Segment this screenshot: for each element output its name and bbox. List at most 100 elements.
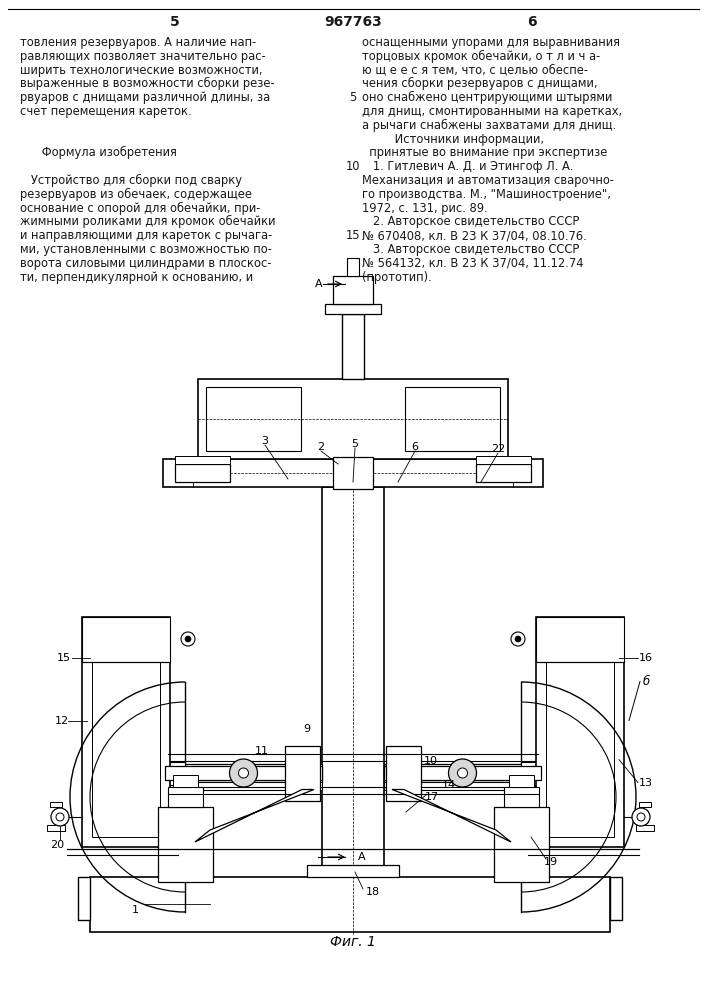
Text: 6: 6 xyxy=(527,15,537,29)
Text: 11: 11 xyxy=(255,746,269,756)
Circle shape xyxy=(238,768,248,778)
Text: го производства. М., "Машиностроение",: го производства. М., "Машиностроение", xyxy=(362,188,611,201)
Bar xyxy=(476,456,531,464)
Bar xyxy=(307,865,399,877)
Text: № 564132, кл. В 23 К 37/04, 11.12.74: № 564132, кл. В 23 К 37/04, 11.12.74 xyxy=(362,257,583,270)
Bar xyxy=(386,746,421,800)
Circle shape xyxy=(56,813,64,821)
Bar xyxy=(536,617,624,847)
Bar xyxy=(50,802,62,807)
Text: торцовых кромок обечайки, о т л и ч а-: торцовых кромок обечайки, о т л и ч а- xyxy=(362,50,600,63)
Bar xyxy=(476,464,531,482)
Text: A: A xyxy=(358,852,366,862)
Bar xyxy=(639,802,651,807)
Bar xyxy=(285,746,320,800)
Text: оснащенными упорами для выравнивания: оснащенными упорами для выравнивания xyxy=(362,36,620,49)
Text: 18: 18 xyxy=(366,887,380,897)
Text: 2: 2 xyxy=(317,442,325,452)
Text: счет перемещения кареток.: счет перемещения кареток. xyxy=(20,105,192,118)
Bar xyxy=(503,787,539,807)
Text: A: A xyxy=(315,279,323,289)
Text: 14: 14 xyxy=(442,780,456,790)
Circle shape xyxy=(511,632,525,646)
Text: чения сборки резервуаров с днищами,: чения сборки резервуаров с днищами, xyxy=(362,77,597,90)
Text: 12: 12 xyxy=(55,716,69,726)
Circle shape xyxy=(51,808,69,826)
Bar xyxy=(92,662,160,837)
Bar xyxy=(347,258,359,276)
Circle shape xyxy=(185,636,191,642)
Text: Источники информации,: Источники информации, xyxy=(362,133,544,146)
Text: ти, перпендикулярной к основанию, и: ти, перпендикулярной к основанию, и xyxy=(20,271,253,284)
Text: 16: 16 xyxy=(639,653,653,663)
Text: товления резервуаров. А наличие нап-: товления резервуаров. А наличие нап- xyxy=(20,36,256,49)
Bar xyxy=(90,877,610,932)
Bar xyxy=(384,766,541,780)
Text: № 670408, кл. В 23 К 37/04, 08.10.76.: № 670408, кл. В 23 К 37/04, 08.10.76. xyxy=(362,229,587,242)
Polygon shape xyxy=(392,790,511,842)
Circle shape xyxy=(448,759,477,787)
Bar xyxy=(636,825,654,831)
Text: 9: 9 xyxy=(303,724,310,734)
Text: 5: 5 xyxy=(349,91,357,104)
Text: 20: 20 xyxy=(50,840,64,850)
Bar xyxy=(493,807,549,882)
Bar xyxy=(82,617,170,847)
Text: основание с опорой для обечайки, при-: основание с опорой для обечайки, при- xyxy=(20,202,260,215)
Text: Устройство для сборки под сварку: Устройство для сборки под сварку xyxy=(20,174,242,187)
Text: 15: 15 xyxy=(346,229,361,242)
Bar xyxy=(47,825,65,831)
Bar xyxy=(198,379,508,459)
Text: и направляющими для кареток с рычага-: и направляющими для кареток с рычага- xyxy=(20,229,272,242)
Circle shape xyxy=(515,636,521,642)
Text: Механизация и автоматизация сварочно-: Механизация и автоматизация сварочно- xyxy=(362,174,614,187)
Text: жимными роликами для кромок обечайки: жимными роликами для кромок обечайки xyxy=(20,215,276,228)
Circle shape xyxy=(181,632,195,646)
Bar xyxy=(322,487,384,877)
Bar xyxy=(168,787,202,807)
Text: 5: 5 xyxy=(351,439,358,449)
Text: 1972, с. 131, рис. 89.: 1972, с. 131, рис. 89. xyxy=(362,202,488,215)
Bar xyxy=(521,762,566,785)
Circle shape xyxy=(637,813,645,821)
Bar xyxy=(173,775,197,787)
Text: 22: 22 xyxy=(491,444,505,454)
Bar xyxy=(185,782,322,790)
Text: 3. Авторское свидетельство СССР: 3. Авторское свидетельство СССР xyxy=(362,243,579,256)
Bar xyxy=(333,276,373,304)
Text: ширить технологические возможности,: ширить технологические возможности, xyxy=(20,64,262,77)
Text: 13: 13 xyxy=(639,778,653,788)
Text: Формула изобретения: Формула изобретения xyxy=(20,146,177,159)
Text: 15: 15 xyxy=(57,653,71,663)
Bar xyxy=(546,662,614,837)
Bar xyxy=(82,617,170,662)
Circle shape xyxy=(230,759,257,787)
Polygon shape xyxy=(195,790,314,842)
Bar xyxy=(185,764,322,782)
Bar xyxy=(163,459,543,487)
Bar xyxy=(140,762,185,785)
Bar xyxy=(175,464,230,482)
Bar xyxy=(78,877,90,920)
Circle shape xyxy=(457,768,467,778)
Text: 5: 5 xyxy=(170,15,180,29)
Text: 19: 19 xyxy=(544,857,558,867)
Text: Фиг. 1: Фиг. 1 xyxy=(330,935,376,949)
Bar xyxy=(158,807,213,882)
Text: резервуаров из обечаек, содержащее: резервуаров из обечаек, содержащее xyxy=(20,188,252,201)
Bar xyxy=(333,457,373,489)
Text: для днищ, смонтированными на каретках,: для днищ, смонтированными на каретках, xyxy=(362,105,622,118)
Bar xyxy=(206,387,301,451)
Text: 2. Авторское свидетельство СССР: 2. Авторское свидетельство СССР xyxy=(362,215,579,228)
Text: (прототип).: (прототип). xyxy=(362,271,432,284)
Bar xyxy=(536,617,624,662)
Text: 1: 1 xyxy=(132,905,139,915)
Text: 17: 17 xyxy=(425,792,439,802)
Text: ворота силовыми цилиндрами в плоскос-: ворота силовыми цилиндрами в плоскос- xyxy=(20,257,271,270)
Text: 3: 3 xyxy=(262,436,269,446)
Text: рвуаров с днищами различной длины, за: рвуаров с днищами различной длины, за xyxy=(20,91,270,104)
Bar xyxy=(325,304,381,314)
Text: оно снабжено центрирующими штырями: оно снабжено центрирующими штырями xyxy=(362,91,612,104)
Text: ми, установленными с возможностью по-: ми, установленными с возможностью по- xyxy=(20,243,272,256)
Bar xyxy=(342,314,364,379)
